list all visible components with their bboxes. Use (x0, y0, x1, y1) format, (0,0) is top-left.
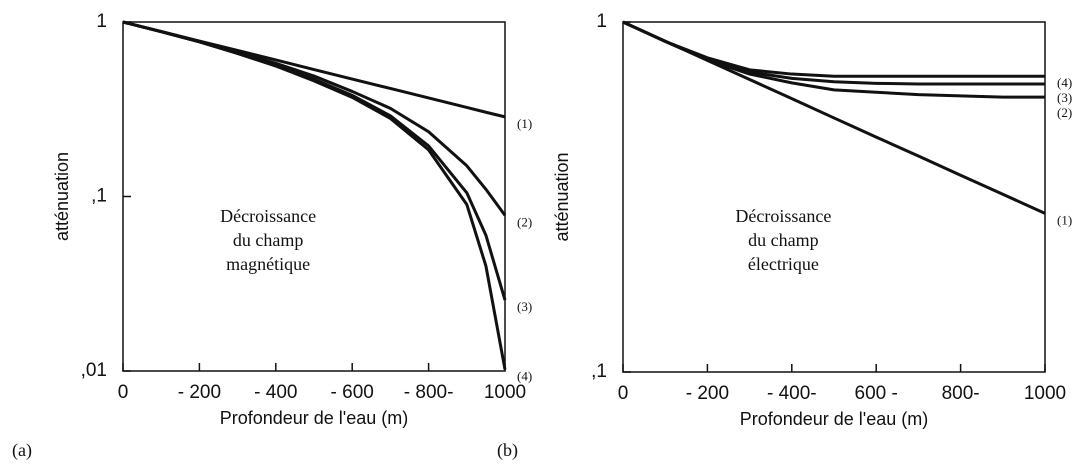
series-label: (3) (1057, 90, 1072, 105)
line (622, 20, 1045, 86)
annotation: électrique (748, 254, 819, 274)
annotation: du champ (748, 230, 818, 250)
x-tick-label: 0 (618, 383, 629, 404)
line (622, 20, 1045, 99)
x-axis-label: Profondeur de l'eau (m) (740, 409, 929, 429)
x-tick-label: 0 (118, 382, 129, 403)
series-label: (1) (1057, 212, 1072, 227)
x-tick-label: 1000 (1024, 383, 1066, 404)
line (122, 20, 507, 217)
x-tick-label: - 600 (331, 382, 374, 403)
series-label: (3) (517, 299, 532, 314)
series-label: (1) (517, 116, 532, 131)
x-tick-label: 600 - (855, 383, 898, 404)
y-tick-label: ,1 (591, 361, 607, 382)
x-tick-label: 1000 (484, 382, 526, 403)
x-tick-label: - 200 (686, 383, 729, 404)
x-tick-label: - 800- (404, 382, 454, 403)
x-tick-label: - 200 (178, 382, 221, 403)
plot-frame (622, 21, 1046, 373)
y-axis-label: atténuation (52, 152, 72, 241)
x-tick-label: - 400- (767, 383, 817, 404)
annotation: du champ (233, 230, 303, 250)
y-tick-label: ,1 (91, 186, 107, 207)
annotation: Décroissance (220, 206, 316, 226)
plot-frame (122, 21, 506, 372)
y-tick-label: ,01 (81, 360, 107, 381)
x-axis-label: Profondeur de l'eau (m) (220, 408, 409, 428)
line (122, 20, 507, 370)
annotation: magnétique (226, 254, 310, 274)
y-tick-label: 1 (96, 11, 107, 32)
series-label: (2) (1057, 105, 1072, 120)
series-label: (4) (517, 368, 532, 383)
y-axis-label: atténuation (552, 152, 572, 241)
series-label: (2) (517, 214, 532, 229)
series-label: (4) (1057, 75, 1072, 90)
line (122, 20, 507, 301)
panel-label: (a) (12, 440, 32, 461)
panel-label: (b) (497, 440, 518, 461)
line (622, 20, 1045, 78)
x-tick-label: 800- (942, 383, 980, 404)
y-tick-label: 1 (596, 11, 607, 32)
x-tick-label: - 400 (254, 382, 297, 403)
annotation: Décroissance (735, 206, 831, 226)
